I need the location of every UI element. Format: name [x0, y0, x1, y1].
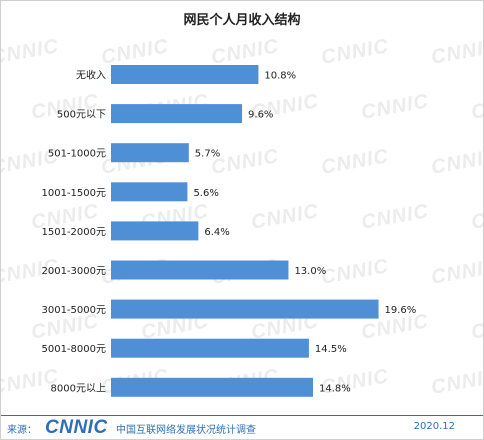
bar	[111, 104, 243, 124]
chart-title: 网民个人月收入结构	[183, 13, 301, 28]
value-label: 10.8%	[264, 71, 296, 82]
category-label: 1501-2000元	[41, 227, 106, 238]
category-label: 8000元以上	[51, 382, 106, 394]
bar	[111, 143, 189, 163]
bar	[111, 260, 289, 280]
source-label: 来源：	[7, 425, 37, 436]
category-label: 2001-3000元	[41, 266, 106, 277]
category-label: 无收入	[76, 69, 106, 82]
source-org: 中国互联网络发展状况统计调查	[116, 425, 256, 436]
value-label: 9.6%	[248, 110, 273, 121]
category-label: 5001-8000元	[41, 344, 106, 355]
category-label: 3001-5000元	[41, 305, 106, 316]
value-label: 5.6%	[193, 188, 218, 199]
bar	[111, 182, 188, 202]
value-label: 5.7%	[195, 149, 220, 160]
bar	[111, 221, 199, 241]
value-label: 6.4%	[204, 227, 229, 238]
bar	[111, 299, 379, 319]
value-label: 14.8%	[319, 383, 351, 394]
bar	[111, 338, 309, 358]
report-date: 2020.12	[413, 421, 455, 432]
bar-chart: 无收入 10.8% 500元以下 9.6% 501-1000元 5.7% 1001-1500…	[41, 65, 417, 397]
footer: 来源： CNNIC 中国互联网络发展状况统计调查 2020.12	[1, 415, 483, 439]
category-label: 1001-1500元	[41, 188, 106, 199]
value-label: 19.6%	[385, 305, 417, 316]
category-label: 501-1000元	[48, 149, 106, 160]
value-label: 13.0%	[294, 266, 326, 277]
bar	[111, 65, 259, 84]
cnnic-logo: CNNIC	[45, 417, 108, 438]
bar	[111, 377, 314, 397]
category-label: 500元以下	[57, 110, 106, 121]
value-label: 14.5%	[315, 344, 347, 355]
